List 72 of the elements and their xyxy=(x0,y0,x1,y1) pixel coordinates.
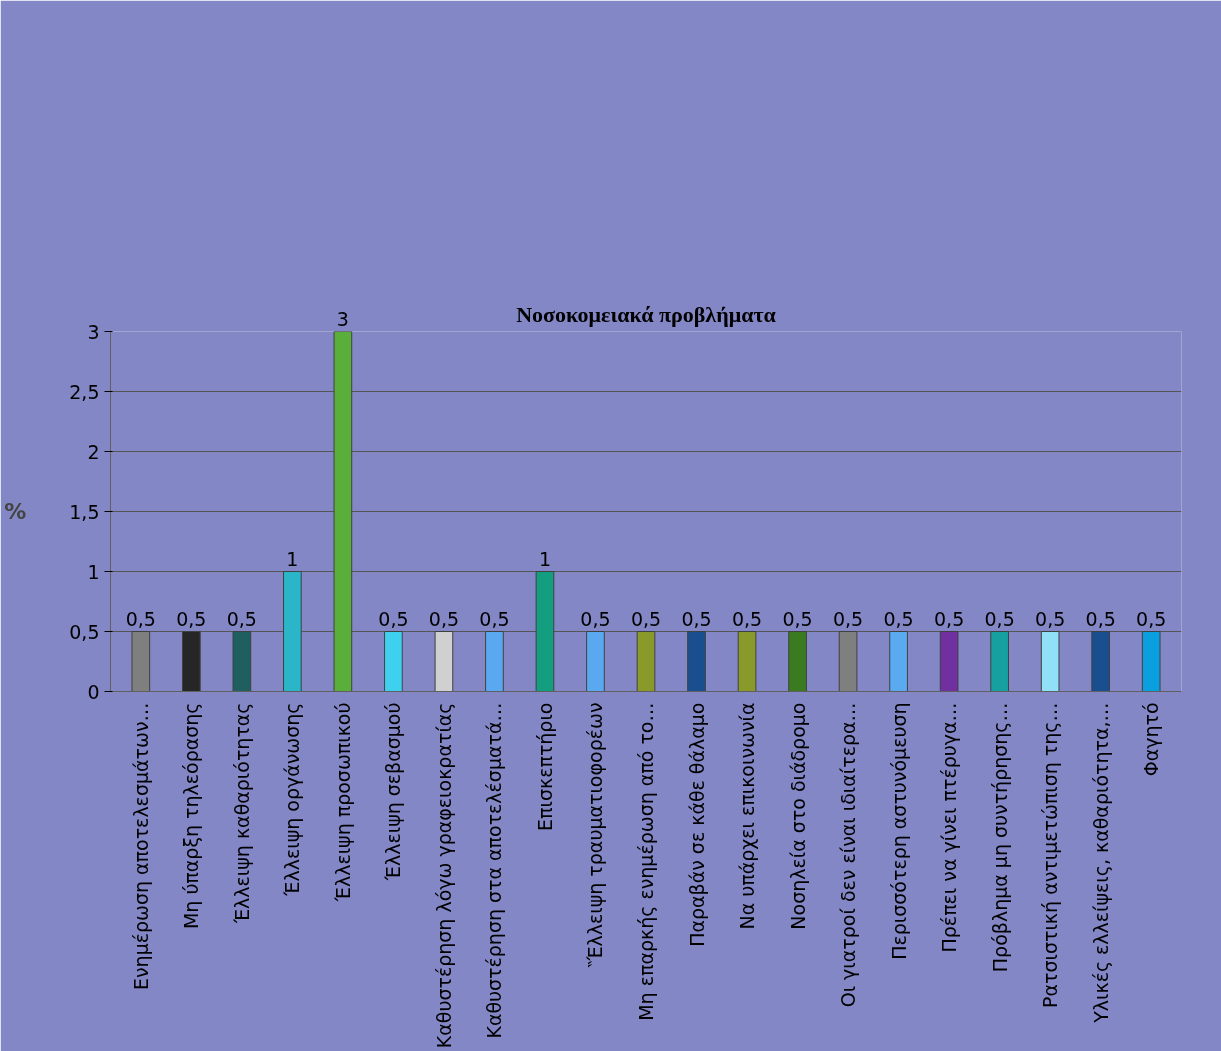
y-tick-label: 1 xyxy=(87,560,100,583)
data-label: 0,5 xyxy=(934,607,965,630)
bar xyxy=(131,631,151,692)
data-label: 3 xyxy=(336,307,349,330)
bar xyxy=(181,631,201,692)
data-label: 0,5 xyxy=(681,607,712,630)
y-tick-label: 2 xyxy=(87,440,100,463)
data-label: 0,5 xyxy=(176,607,207,630)
x-tick-label: Έλλειψη σεβασμού xyxy=(382,702,405,882)
chart-title: Νοσοκομειακά προβλήματα xyxy=(516,301,777,327)
y-axis-title: % xyxy=(4,499,27,524)
data-label: 0,5 xyxy=(428,607,460,630)
bar xyxy=(586,631,605,692)
x-tick-label: Νοσηλεία στο διάδρομο xyxy=(786,702,809,930)
data-label: 1 xyxy=(538,547,552,570)
x-tick-label: Καθυστέρηση λόγω γραφειοκρατίας xyxy=(432,702,455,1049)
data-label: 0,5 xyxy=(1035,607,1066,630)
y-tick-label: 1,5 xyxy=(69,500,100,523)
bar xyxy=(788,631,807,692)
x-tick-label: Παραβάν σε κάθε θάλαμο xyxy=(685,702,708,947)
x-tick-label: Πρέπει να γίνει πτέρυγα… xyxy=(938,702,961,953)
x-tick-label: Οι γιατροί δεν είναι ιδιαίτερα… xyxy=(837,702,860,1008)
bar xyxy=(838,631,858,692)
y-tick-label: 0,5 xyxy=(69,620,100,643)
data-label: 0,5 xyxy=(1085,607,1116,630)
data-label: 0,5 xyxy=(630,607,662,630)
bar xyxy=(737,631,757,692)
bar xyxy=(384,631,403,692)
y-tick-label: 3 xyxy=(87,320,100,343)
data-label: 0,5 xyxy=(984,607,1015,630)
bar xyxy=(1141,631,1161,692)
data-label: 0,5 xyxy=(125,607,156,630)
x-tick-label: Φαγητό xyxy=(1140,702,1163,777)
data-label: 0,5 xyxy=(580,607,611,630)
x-tick-label: Ρατσιστική αντιμετώπιση της… xyxy=(1039,702,1062,1008)
y-tick-label: 2,5 xyxy=(69,380,100,403)
x-tick-label: Έλλειψη οργάνωσης xyxy=(281,702,304,897)
bar xyxy=(283,571,302,692)
x-tick-label: Μη ύπαρξη τηλεόρασης xyxy=(180,702,203,930)
data-label: 0,5 xyxy=(782,607,813,630)
x-tick-label: Πρόβλημα μη συντήρησης… xyxy=(988,702,1011,973)
bar xyxy=(990,631,1009,692)
bar xyxy=(434,631,454,692)
data-label: 0,5 xyxy=(883,607,914,630)
y-tick-label: 0 xyxy=(87,680,100,703)
data-label: 0,5 xyxy=(1136,607,1167,630)
data-label: 0,5 xyxy=(832,607,864,630)
bar xyxy=(485,631,504,692)
x-tick-label: Ενημέρωση αποτελεσμάτων… xyxy=(129,702,152,991)
data-label: 0,5 xyxy=(226,607,257,630)
bar xyxy=(535,571,555,692)
bar xyxy=(333,331,353,692)
data-label: 0,5 xyxy=(731,607,763,630)
data-label: 0,5 xyxy=(479,607,510,630)
x-tick-label: Έλλειψη καθαριότητας xyxy=(230,702,253,925)
data-label: 1 xyxy=(286,547,299,570)
bar xyxy=(1040,631,1060,692)
x-tick-label: Υλικές ελλείψεις, καθαριότητα,… xyxy=(1089,702,1112,1024)
x-tick-label: Καθυστέρηση στα αποτελέσματά… xyxy=(483,702,506,1039)
bar xyxy=(889,631,908,692)
x-tick-label: Έλλειψη προσωπικού xyxy=(331,702,354,903)
x-tick-label: Περισσότερη αστυνόμευση xyxy=(887,702,910,960)
data-label: 0,5 xyxy=(378,607,409,630)
x-tick-label: Μη επαρκής ενημέρωση από το… xyxy=(635,702,657,1021)
x-tick-label: Επισκεπτήριο xyxy=(533,702,556,831)
bar xyxy=(687,631,706,692)
x-tick-label: Να υπάρχει επικοινωνία xyxy=(736,702,759,930)
bar xyxy=(1091,631,1111,692)
bar xyxy=(939,631,959,692)
bar xyxy=(232,631,252,692)
bar xyxy=(636,631,656,692)
x-tick-label: ‶Έλλειψη τραυματιοφορέων xyxy=(584,702,607,968)
